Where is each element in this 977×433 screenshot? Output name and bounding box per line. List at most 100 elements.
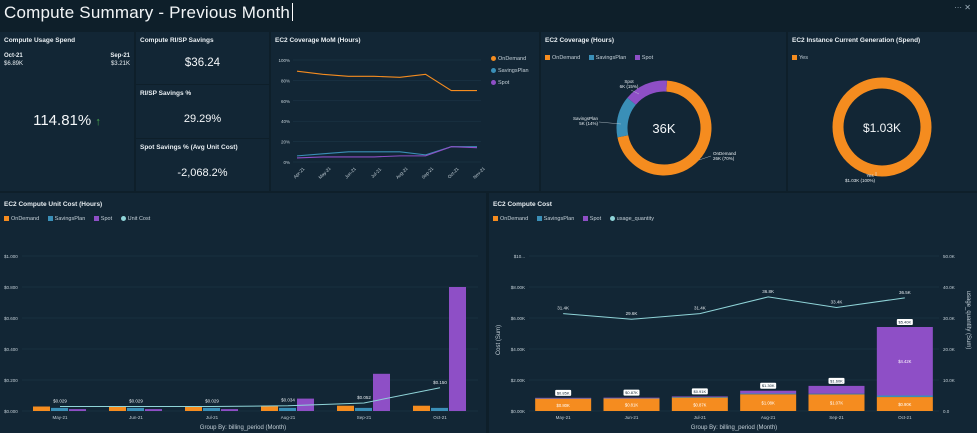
window-controls[interactable]: ··· ✕ (954, 3, 971, 12)
bar-spot[interactable] (449, 287, 466, 411)
legend-usage-quantity[interactable]: usage_quantity (609, 216, 654, 222)
bar-ondemand[interactable] (535, 398, 592, 411)
y-right-tick-label: 0.0 (943, 409, 950, 414)
x-tick-label: Oct-21 (433, 415, 447, 420)
right-value: $3.21K (110, 61, 130, 67)
bar-ondemand[interactable] (740, 394, 797, 411)
bar-savingsplan[interactable] (127, 407, 144, 411)
bar-spot[interactable] (876, 326, 933, 396)
bar-ondemand[interactable] (603, 398, 660, 411)
legend-spot[interactable]: Spot (93, 216, 112, 222)
bar-savingsplan[interactable] (203, 407, 220, 411)
total-label: $1.30K (762, 383, 775, 388)
bar-savingsplan[interactable] (355, 407, 372, 411)
bar-spot[interactable] (69, 409, 86, 411)
leader-line (630, 89, 640, 95)
bar-spot[interactable] (671, 396, 728, 398)
bar-spot[interactable] (145, 409, 162, 411)
x-tick-label: Nov-21 (472, 166, 486, 180)
ec2-coverage-donut: Spot 6K (15%) SavingsPlan 5K (14%) OnDem… (573, 79, 737, 176)
ri-savings-pct-title: RI/SP Savings % (140, 90, 192, 97)
bar-spot[interactable] (221, 409, 238, 411)
donut-segment-savingsplan[interactable] (616, 80, 712, 176)
legend-spot[interactable]: Spot (634, 55, 653, 61)
legend-ondemand[interactable]: OnDemand (493, 216, 528, 222)
bar-spot[interactable] (535, 397, 592, 399)
x-tick-label: Oct-21 (447, 166, 460, 179)
x-tick-label: Jul-21 (694, 415, 707, 420)
legend-savingsplan[interactable]: SavingsPlan (588, 55, 626, 61)
data-label: $0.029 (53, 399, 67, 404)
y-left-tick-label: $6.00K (511, 316, 525, 321)
bar-ondemand[interactable] (808, 394, 865, 411)
line-value-label: 33.4K (831, 299, 843, 304)
bar-savingsplan[interactable] (876, 395, 933, 398)
bar-savingsplan[interactable] (740, 393, 797, 395)
donut-center-value: $1.03K (863, 121, 901, 135)
more-icon[interactable]: ··· (954, 3, 963, 12)
generation-donut: $1.03K Yes $1.03K (100%) (832, 77, 932, 183)
bar-ondemand[interactable] (109, 406, 126, 411)
bar-spot[interactable] (373, 373, 390, 411)
bar-value-label: $1.08K (762, 401, 775, 406)
bar-savingsplan[interactable] (603, 397, 660, 399)
compute-cost-panel: EC2 Compute Cost OnDemand SavingsPlan Sp… (489, 193, 977, 433)
total-label: $0.87K (625, 390, 638, 395)
label-od-value: 26K (70%) (713, 156, 735, 161)
label-yes-name: Yes (866, 173, 874, 178)
legend-ondemand[interactable]: OnDemand (545, 55, 580, 61)
bar-savingsplan[interactable] (51, 407, 68, 411)
legend-spot[interactable]: Spot (582, 216, 601, 222)
x-tick-label: Sep-21 (421, 166, 435, 180)
bar-spot[interactable] (808, 385, 865, 394)
close-icon[interactable]: ✕ (964, 3, 971, 12)
ec2-coverage-panel: EC2 Coverage (Hours) OnDemand SavingsPla… (541, 32, 786, 191)
y-tick-label: $0.400 (4, 347, 18, 352)
line-value-label: 31.4K (694, 306, 706, 311)
legend-savingsplan[interactable]: SavingsPlan (536, 216, 574, 222)
legend-savingsplan[interactable]: SavingsPlan (47, 216, 85, 222)
legend-ondemand[interactable]: OnDemand (4, 216, 39, 222)
y-tick-label: 40% (281, 119, 290, 124)
y-right-tick-label: 20.0K (943, 347, 955, 352)
x-tick-label: Aug-21 (281, 415, 296, 420)
ri-savings-pct-panel: RI/SP Savings % 29.29% (136, 85, 269, 138)
x-tick-label: May-21 (52, 415, 68, 420)
donut-segment-ondemand[interactable] (616, 80, 712, 176)
bar-ondemand[interactable] (261, 406, 278, 411)
y-axis-right-label: usage_quantity (Sum) (965, 291, 971, 350)
bar-ondemand[interactable] (185, 406, 202, 411)
bar-savingsplan[interactable] (535, 398, 592, 399)
bar-savingsplan[interactable] (671, 397, 728, 398)
bar-savingsplan[interactable] (431, 407, 448, 411)
y-right-tick-label: 10.0K (943, 378, 955, 383)
bar-savingsplan[interactable] (279, 407, 296, 411)
spot-savings-panel: Spot Savings % (Avg Unit Cost) -2,068.2% (136, 139, 269, 191)
bar-spot[interactable] (740, 390, 797, 394)
ec2-coverage-title: EC2 Coverage (Hours) (545, 37, 614, 44)
legend-spot[interactable]: Spot (491, 80, 529, 86)
legend-savingsplan[interactable]: SavingsPlan (491, 68, 529, 74)
y-left-tick-label: $0.00K (511, 409, 525, 414)
x-tick-label: May-21 (556, 415, 572, 420)
bar-ondemand[interactable] (413, 405, 430, 411)
bar-ondemand[interactable] (671, 397, 728, 411)
legend-unit-cost[interactable]: Unit Cost (120, 216, 150, 222)
bar-ondemand[interactable] (876, 397, 933, 411)
x-tick-label: Jun-21 (625, 415, 639, 420)
bar-spot[interactable] (603, 397, 660, 399)
donut-segment-yes[interactable] (832, 77, 932, 177)
generation-legend: Yes (792, 55, 815, 61)
ri-savings-value: $36.24 (184, 57, 221, 69)
x-tick-label: Aug-21 (395, 166, 409, 180)
bar-ondemand[interactable] (337, 405, 354, 411)
bar-ondemand[interactable] (33, 406, 50, 411)
bar-savingsplan[interactable] (808, 393, 865, 395)
label-spot-value: 6K (15%) (620, 84, 639, 89)
line-value-label: 36.5K (899, 290, 911, 295)
usage-spend-title: Compute Usage Spend (4, 37, 76, 44)
legend-ondemand[interactable]: OnDemand (491, 56, 529, 62)
legend-yes[interactable]: Yes (792, 55, 808, 61)
coverage-mom-legend: OnDemand SavingsPlan Spot (491, 56, 536, 92)
total-label: $0.91K (693, 389, 706, 394)
